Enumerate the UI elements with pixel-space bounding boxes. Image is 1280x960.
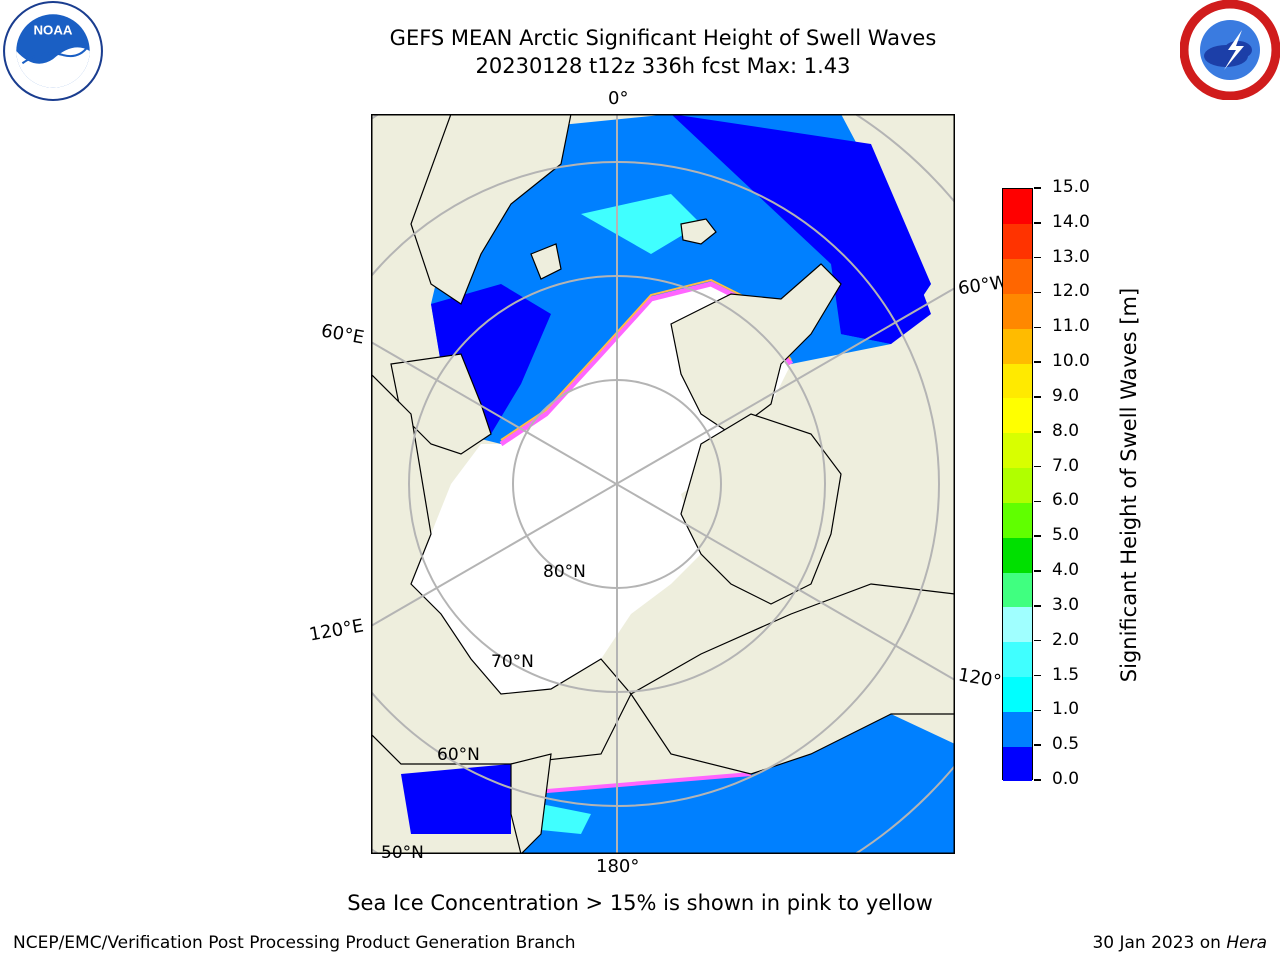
okhotsk-sea [401,764,511,834]
colorbar-tick [1034,361,1041,363]
lat-label-50: 50°N [381,843,424,863]
colorbar-tick [1034,709,1041,712]
lon-label-180: 180° [596,856,640,877]
colorbar-tick-label: 0.5 [1052,734,1080,755]
colorbar-tick [1034,256,1041,259]
colorbar-tick-label: 1.0 [1052,699,1080,720]
colorbar-tick [1034,291,1041,294]
colorbar-tick [1034,570,1041,572]
colorbar-segment [1003,711,1032,747]
colorbar-tick [1034,744,1041,746]
colorbar-tick-label: 14.0 [1052,211,1090,232]
colorbar-tick-label: 7.0 [1052,455,1080,476]
colorbar-tick [1034,500,1041,503]
colorbar-tick [1034,535,1041,537]
colorbar-tick [1034,187,1041,189]
colorbar-segment [1003,572,1032,608]
colorbar-tick [1034,674,1041,677]
greenland [670,263,842,435]
colorbar-tick-label: 13.0 [1052,246,1090,267]
colorbar-tick-label: 8.0 [1052,420,1080,441]
colorbar-tick [1034,779,1041,781]
lon-label-0: 0° [608,88,629,109]
colorbar-segment [1003,223,1032,260]
footer-date-text: 30 Jan 2023 on [1092,933,1227,953]
footer-machine: Hera [1226,933,1267,953]
lat-label-80: 80°N [543,562,586,582]
colorbar-tick-label: 0.0 [1052,769,1080,789]
colorbar-segment [1003,606,1032,643]
canadian-archipelago [680,413,842,605]
colorbar-tick-label: 15.0 [1052,177,1090,197]
lon-label-120w: 120° [956,664,1003,693]
footer-date: 30 Jan 2023 on Hera [1092,933,1267,953]
colorbar-segment [1003,363,1032,399]
graticule [371,114,955,854]
lat-label-70: 70°N [491,652,534,672]
colorbar-segment [1003,293,1032,329]
colorbar-segment [1003,502,1032,538]
noaa-logo-text: NOAA [33,23,72,38]
colorbar-segment [1003,676,1032,712]
colorbar-tick-label: 6.0 [1052,490,1080,511]
alaska-canada [630,583,955,775]
colorbar-tick [1034,605,1041,607]
lon-label-120e: 120°E [307,615,366,646]
colorbar-segment [1003,328,1032,364]
colorbar-segment [1003,432,1032,469]
colorbar-tick [1034,431,1041,433]
lon-label-60e: 60°E [319,320,366,349]
meridian-60e-120w [371,341,955,681]
colorbar-label: Significant Height of Swell Waves [m] [1117,287,1141,683]
lat-label-60: 60°N [437,745,480,765]
svalbard [530,243,562,280]
colorbar-tick-label: 10.0 [1052,351,1090,372]
colorbar-segment [1003,467,1032,503]
colorbar-tick-label: 11.0 [1052,316,1090,337]
colorbar-segment [1003,258,1032,294]
colorbar-segment [1003,746,1032,782]
colorbar-tick-label: 4.0 [1052,560,1080,581]
sea-ice-note: Sea Ice Concentration > 15% is shown in … [347,891,933,915]
arctic-swell-map [371,114,955,854]
kamchatka [510,753,552,854]
norwegian-sea-swell [581,194,701,254]
bering-swell [531,804,591,834]
colorbar-tick [1034,326,1041,329]
scandinavia [410,114,572,305]
iceland [680,218,717,245]
colorbar-tick-label: 5.0 [1052,525,1080,546]
colorbar-segment [1003,537,1032,573]
colorbar-tick-label: 12.0 [1052,281,1090,302]
colorbar-tick [1034,396,1041,398]
colorbar-segment [1003,641,1032,678]
footer-branch: NCEP/EMC/Verification Post Processing Pr… [13,933,576,953]
colorbar-tick-label: 1.5 [1052,664,1080,685]
map-subtitle: 20230128 t12z 336h fcst Max: 1.43 [475,54,851,78]
colorbar-tick-label: 2.0 [1052,629,1080,650]
ice-edge-bering [510,772,752,796]
siberia [371,373,632,765]
meridian-120e-60w [371,287,955,627]
colorbar-tick-label: 3.0 [1052,594,1080,615]
north-pacific [711,714,955,854]
colorbar-segment [1003,397,1032,434]
national-weather-service-logo [1180,0,1280,100]
noaa-logo: NOAA [3,1,103,101]
colorbar-segment [1003,189,1032,225]
colorbar-tick [1034,465,1041,468]
colorbar-tick [1034,222,1041,224]
colorbar [1002,188,1033,782]
colorbar-tick-label: 9.0 [1052,385,1080,406]
map-title: GEFS MEAN Arctic Significant Height of S… [389,26,937,50]
colorbar-tick [1034,639,1041,642]
